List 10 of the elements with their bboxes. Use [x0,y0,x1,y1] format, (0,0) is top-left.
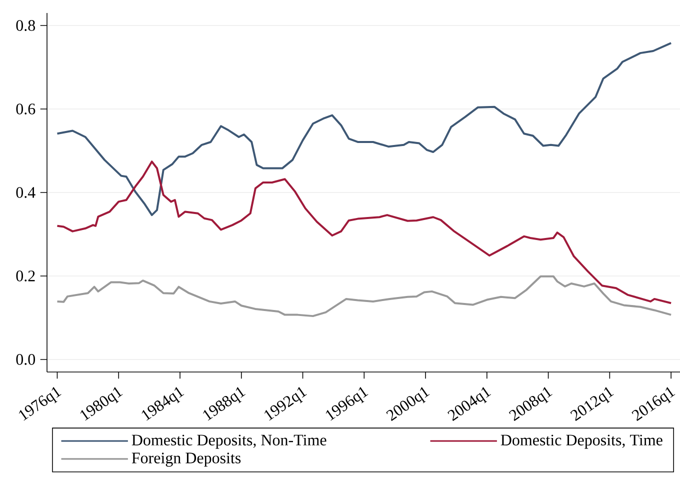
line-series [56,160,672,304]
y-tick-label: 0.8 [16,20,36,31]
legend-label: Domestic Deposits, Time [500,434,662,449]
y-tick-label: 0.0 [16,354,36,365]
line-series [56,275,672,318]
y-tick-label: 0.6 [16,104,36,114]
y-tick-label: 0.2 [16,270,35,282]
y-tick-label: 0.4 [16,187,36,198]
legend-label: Domestic Deposits, Non-Time [132,434,326,449]
legend-label: Foreign Deposits [132,452,241,467]
